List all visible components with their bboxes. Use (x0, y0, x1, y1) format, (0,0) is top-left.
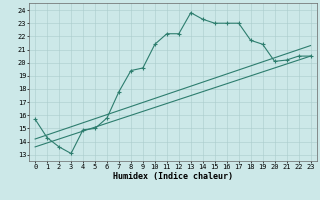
X-axis label: Humidex (Indice chaleur): Humidex (Indice chaleur) (113, 172, 233, 181)
